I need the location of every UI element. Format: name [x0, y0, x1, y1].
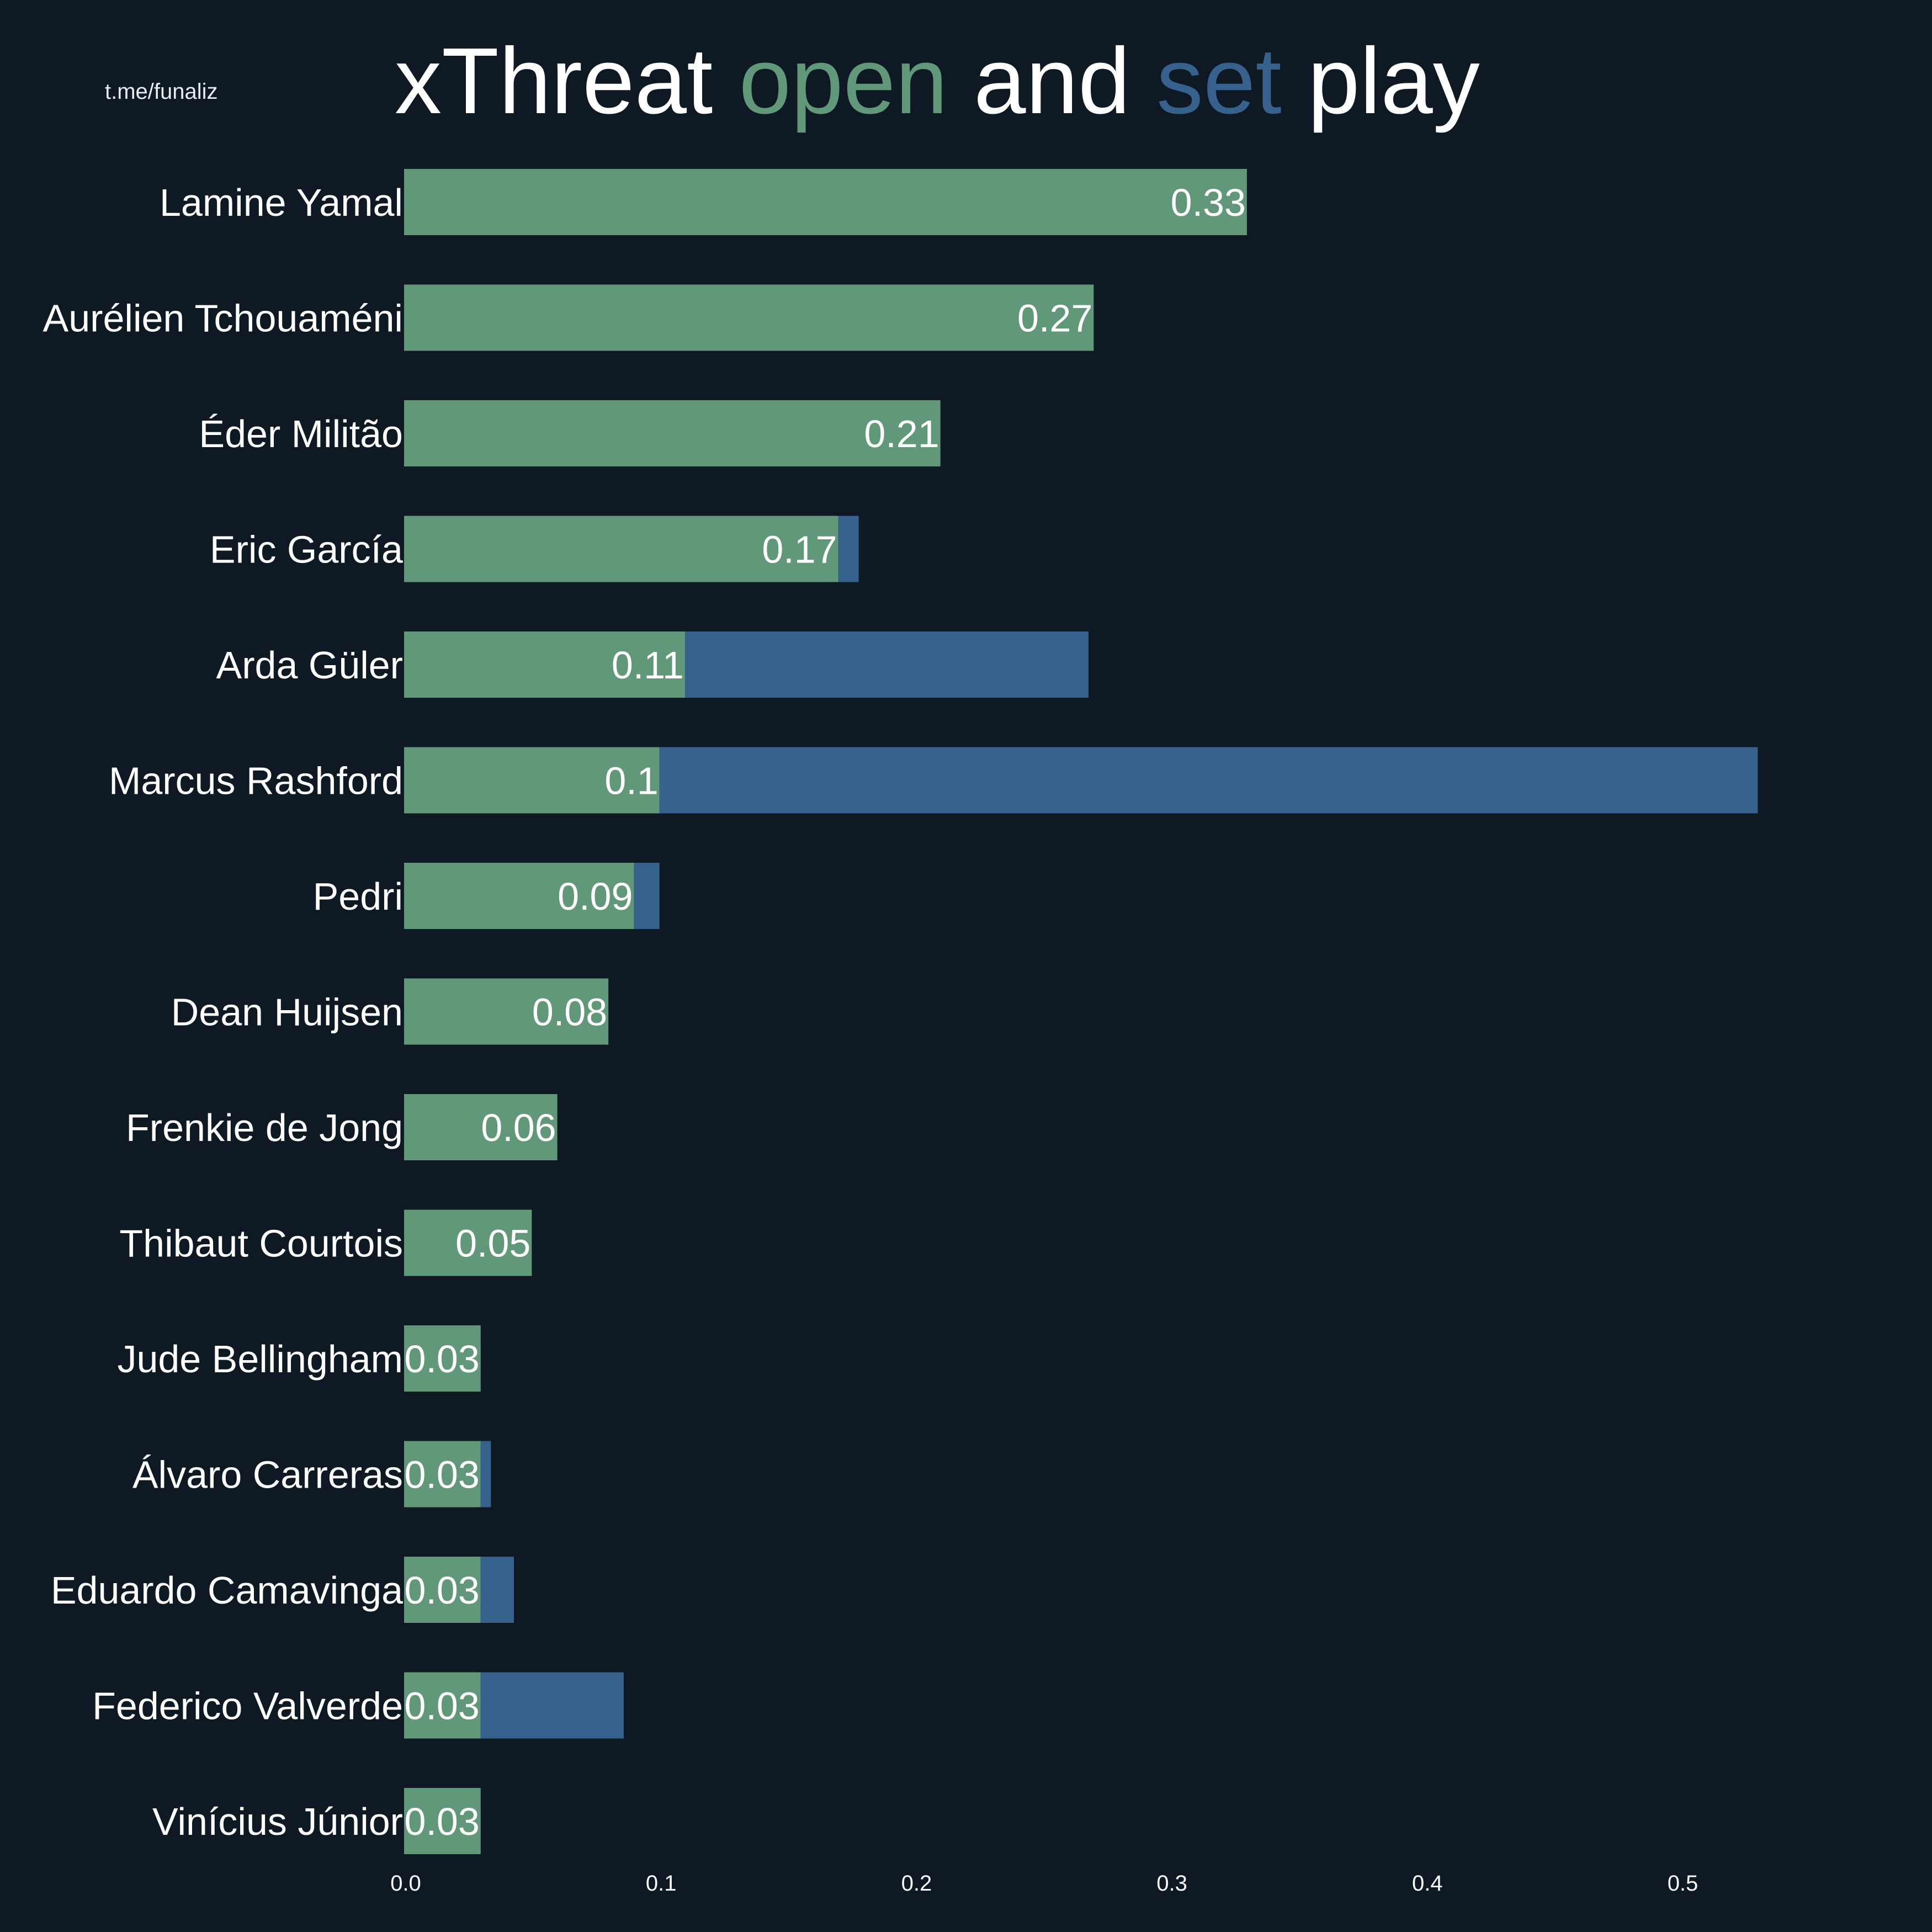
x-tick-label: 0.2 [901, 1871, 932, 1896]
bar-open [404, 1325, 481, 1392]
bar-open [404, 1557, 481, 1623]
title-set-word: set [1156, 29, 1282, 134]
category-label: Arda Güler [216, 644, 403, 687]
x-tick-label: 0.4 [1412, 1871, 1443, 1896]
data-label: 0.11 [612, 644, 684, 687]
category-label: Marcus Rashford [109, 760, 403, 803]
data-label: 0.03 [405, 1685, 480, 1728]
category-label: Éder Militão [199, 412, 403, 455]
x-tick-label: 0.3 [1156, 1871, 1187, 1896]
bar-set [838, 516, 859, 582]
title-part-1: xThreat [395, 29, 739, 134]
data-label: 0.06 [481, 1106, 556, 1149]
bar-set [480, 1441, 491, 1508]
category-label: Vinícius Júnior [152, 1800, 403, 1843]
title-part-2: and [947, 29, 1156, 134]
bar-open [404, 631, 685, 698]
bar-set [634, 863, 660, 929]
bar-open [404, 863, 634, 929]
category-label: Aurélien Tchouaméni [43, 297, 403, 340]
category-label: Lamine Yamal [160, 181, 403, 224]
bar-set [480, 1557, 514, 1623]
category-label: Federico Valverde [92, 1685, 403, 1728]
bar-set [659, 747, 1758, 814]
bar-open [404, 1441, 481, 1508]
data-label: 0.03 [405, 1569, 480, 1612]
bar-open [404, 284, 1094, 351]
data-label: 0.03 [405, 1800, 480, 1843]
bar-open [404, 1094, 558, 1160]
data-label: 0.03 [405, 1337, 480, 1381]
x-tick-label: 0.1 [646, 1871, 677, 1896]
category-label: Thibaut Courtois [119, 1222, 403, 1265]
data-label: 0.33 [1171, 181, 1246, 224]
chart-title: xThreat open and set play [395, 23, 1480, 139]
data-label: 0.21 [864, 412, 939, 455]
bar-open [404, 978, 609, 1045]
category-label: Eduardo Camavinga [51, 1569, 403, 1612]
bar-set [480, 1672, 624, 1739]
category-label: Frenkie de Jong [126, 1106, 403, 1149]
category-label: Pedri [313, 875, 403, 918]
bar-open [404, 747, 660, 814]
category-label: Álvaro Carreras [132, 1453, 403, 1496]
data-label: 0.27 [1017, 297, 1092, 340]
data-label: 0.1 [604, 760, 658, 803]
data-label: 0.08 [532, 991, 607, 1034]
data-label: 0.09 [558, 875, 633, 918]
title-open-word: open [739, 29, 948, 134]
bar-open [404, 1788, 481, 1854]
bar-open [404, 516, 838, 582]
bar-open [404, 1209, 532, 1276]
data-label: 0.05 [455, 1222, 530, 1265]
bar-open [404, 169, 1247, 235]
category-label: Jude Bellingham [117, 1337, 403, 1381]
bar-open [404, 400, 941, 466]
category-label: Dean Huijsen [171, 991, 403, 1034]
watermark: t.me/funaliz [105, 79, 218, 104]
data-label: 0.03 [405, 1453, 480, 1496]
data-label: 0.17 [762, 528, 837, 571]
category-label: Eric García [210, 528, 403, 571]
bar-set [684, 631, 1089, 698]
x-tick-label: 0.5 [1668, 1871, 1699, 1896]
title-part-3: play [1281, 29, 1480, 134]
bar-open [404, 1672, 481, 1739]
x-tick-label: 0.0 [390, 1871, 421, 1896]
